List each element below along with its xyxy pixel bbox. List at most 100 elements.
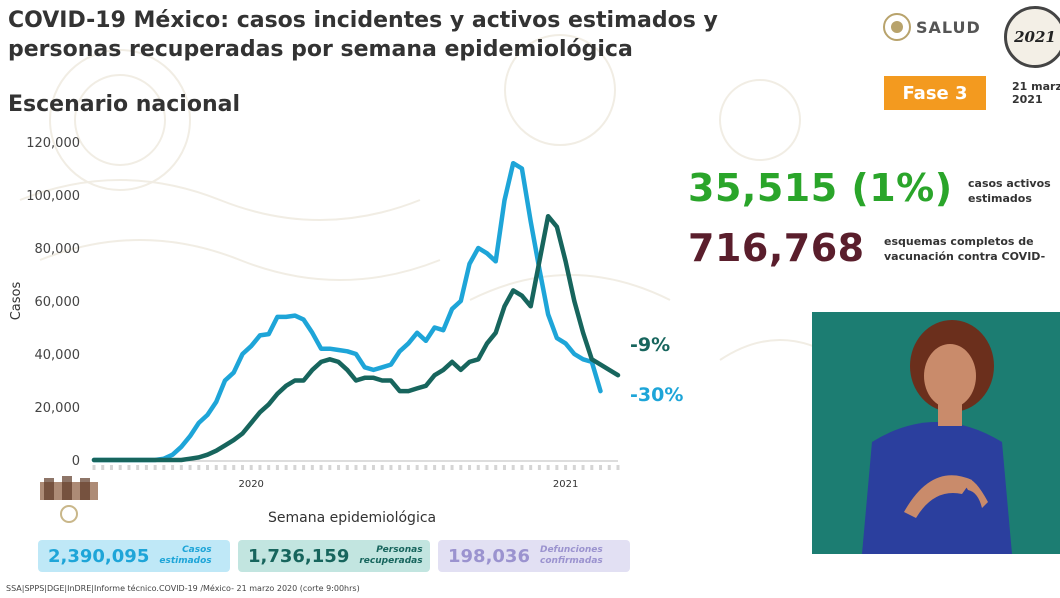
x-week-tick — [284, 465, 288, 470]
x-week-tick — [380, 465, 384, 470]
x-week-tick — [345, 465, 349, 470]
interpreter-figure-icon — [812, 312, 1060, 554]
x-axis-title: Semana epidemiológica — [268, 510, 437, 526]
summary-recovered-label-line1: Personas — [376, 545, 423, 555]
report-date-line2: 2021 — [1012, 93, 1043, 106]
x-week-tick — [494, 465, 498, 470]
active-cases-label-line2: estimados — [968, 192, 1032, 205]
series-line-dark — [91, 213, 621, 463]
x-week-tick — [476, 465, 480, 470]
active-cases-label: casos activos estimados — [968, 176, 1051, 206]
x-week-tick — [118, 465, 122, 470]
x-week-tick — [179, 465, 183, 470]
x-week-tick — [485, 465, 489, 470]
report-date-line1: 21 marzo — [1012, 80, 1060, 93]
summary-estimated-label-line2: estimados — [159, 556, 212, 566]
x-week-tick — [214, 465, 218, 470]
recovered-change-label: -9% — [630, 334, 671, 356]
x-week-tick — [520, 465, 524, 470]
summary-estimated-value: 2,390,095 — [48, 545, 150, 567]
x-week-tick — [354, 465, 358, 470]
summary-box-estimated: 2,390,095 Casos estimados — [38, 540, 230, 572]
salud-logo: SALUD — [882, 12, 981, 42]
summary-recovered-label: Personas recuperadas — [359, 545, 422, 567]
x-week-tick — [572, 465, 576, 470]
y-tick-label: 0 — [72, 454, 80, 469]
x-week-tick — [371, 465, 375, 470]
summary-boxes: 2,390,095 Casos estimados 1,736,159 Perso… — [38, 540, 630, 572]
y-tick-label: 40,000 — [35, 348, 81, 363]
y-tick-label: 80,000 — [35, 242, 81, 257]
x-week-tick — [223, 465, 227, 470]
x-week-tick — [249, 465, 253, 470]
salud-logo-text: SALUD — [916, 17, 981, 37]
x-week-tick — [459, 465, 463, 470]
x-week-tick — [162, 465, 166, 470]
x-week-tick — [607, 465, 611, 470]
x-year-label: 2020 — [238, 479, 263, 490]
x-week-tick — [363, 465, 367, 470]
estimated-change-label: -30% — [630, 384, 684, 406]
x-week-tick — [258, 465, 262, 470]
heritage-decoration-icon — [40, 476, 98, 523]
x-week-tick — [101, 465, 105, 470]
x-week-tick — [502, 465, 506, 470]
summary-estimated-label-line1: Casos — [182, 545, 212, 555]
summary-box-recovered: 1,736,159 Personas recuperadas — [238, 540, 430, 572]
summary-deaths-label: Defunciones confirmadas — [540, 545, 603, 567]
vaccination-label: esquemas completos de vacunación contra … — [884, 234, 1045, 264]
summary-deaths-label-line1: Defunciones — [539, 545, 603, 555]
summary-deaths-label-line2: confirmadas — [539, 556, 603, 566]
active-cases-label-line1: casos activos — [968, 177, 1051, 190]
x-week-tick — [92, 465, 96, 470]
x-week-tick — [275, 465, 279, 470]
x-week-tick — [398, 465, 402, 470]
x-week-tick — [153, 465, 157, 470]
x-week-tick — [136, 465, 140, 470]
phase-badge: Fase 3 — [884, 76, 986, 110]
year-seal: 2021 — [1004, 6, 1060, 68]
x-week-tick — [564, 465, 568, 470]
summary-box-deaths: 198,036 Defunciones confirmadas — [438, 540, 630, 572]
vaccination-label-line2: vacunación contra COVID- — [884, 250, 1046, 263]
x-week-tick — [441, 465, 445, 470]
y-tick-label: 60,000 — [35, 295, 81, 310]
summary-estimated-label: Casos estimados — [159, 545, 211, 567]
summary-recovered-label-line2: recuperadas — [359, 556, 423, 566]
summary-recovered-value: 1,736,159 — [248, 545, 350, 567]
summary-deaths-value: 198,036 — [448, 545, 530, 567]
x-week-tick — [232, 465, 236, 470]
x-week-tick — [406, 465, 410, 470]
sign-language-interpreter-video — [812, 312, 1060, 554]
cases-line-chart: 0 20,000 40,000 60,000 80,000 100,000 120,000 C… — [9, 136, 621, 490]
x-year-label: 2021 — [553, 479, 578, 490]
page-title: COVID-19 México: casos incidentes y acti… — [8, 8, 718, 62]
source-footer: SSA|SPPS|DGE|InDRE|Informe técnico.COVID… — [6, 584, 360, 593]
x-week-tick — [240, 465, 244, 470]
x-week-tick — [144, 465, 148, 470]
mexico-shield-icon — [883, 13, 911, 41]
x-week-tick — [197, 465, 201, 470]
vaccination-value: 716,768 — [688, 226, 865, 270]
vaccination-label-line1: esquemas completos de — [884, 235, 1034, 248]
x-week-tick — [424, 465, 428, 470]
x-week-tick — [328, 465, 332, 470]
x-week-tick — [171, 465, 175, 470]
x-week-tick — [302, 465, 306, 470]
y-tick-label: 20,000 — [35, 401, 81, 416]
x-week-tick — [415, 465, 419, 470]
x-week-tick — [206, 465, 210, 470]
x-week-tick — [468, 465, 472, 470]
x-week-tick — [511, 465, 515, 470]
x-week-tick — [109, 465, 113, 470]
x-week-tick — [389, 465, 393, 470]
x-week-tick — [555, 465, 559, 470]
y-tick-label: 120,000 — [26, 136, 80, 151]
x-week-tick — [319, 465, 323, 470]
y-tick-label: 100,000 — [26, 189, 80, 204]
series-line-light — [91, 160, 603, 463]
x-week-tick — [581, 465, 585, 470]
y-axis-title: Casos — [9, 282, 24, 321]
x-week-tick — [599, 465, 603, 470]
x-week-tick — [433, 465, 437, 470]
